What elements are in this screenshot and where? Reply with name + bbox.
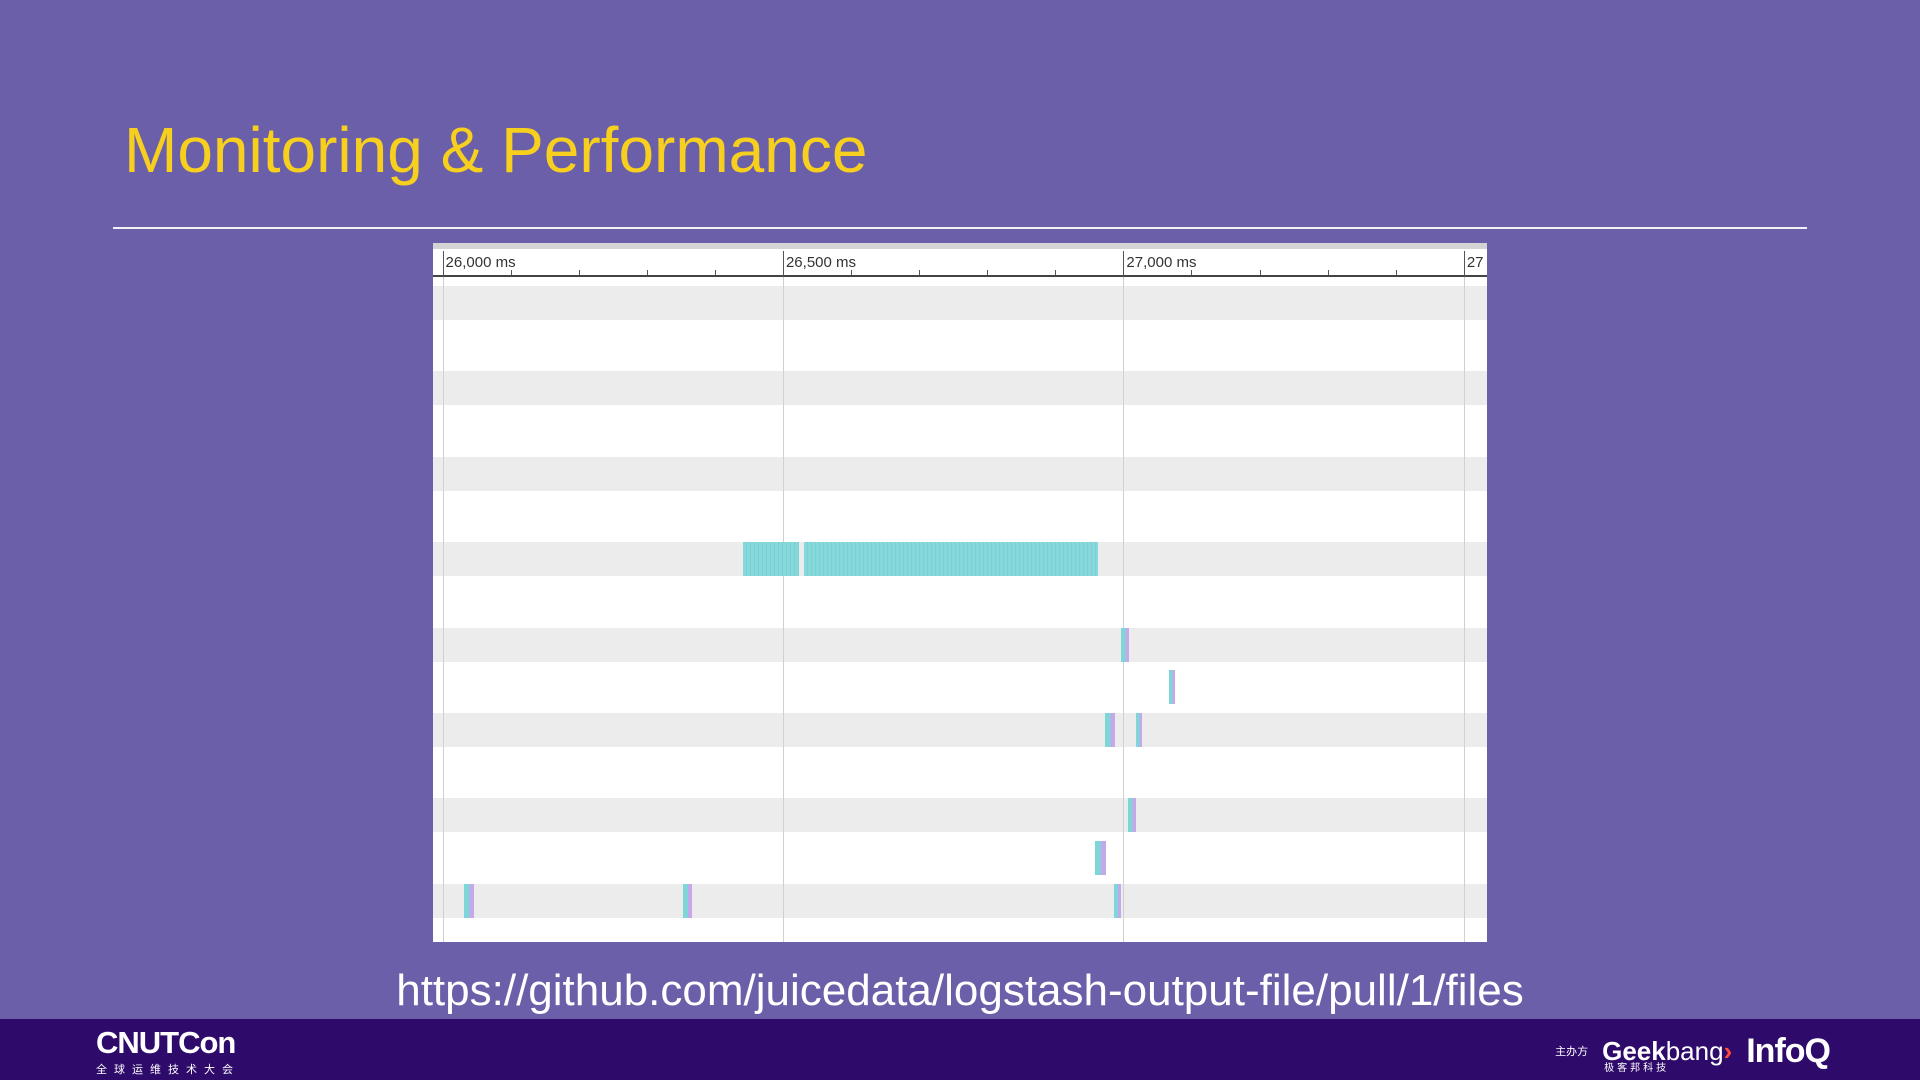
minor-tick — [1259, 270, 1261, 275]
source-url[interactable]: https://github.com/juicedata/logstash-ou… — [396, 966, 1524, 1015]
timeline-row-band — [433, 286, 1487, 320]
timeline-mark[interactable] — [1169, 670, 1176, 705]
minor-tick — [1191, 270, 1193, 275]
minor-tick — [646, 270, 648, 275]
timeline-bar[interactable] — [804, 542, 1098, 577]
geekbang-logo-bang: bang — [1665, 1036, 1724, 1066]
major-tick — [442, 251, 444, 276]
major-tick — [1123, 251, 1125, 276]
major-tick — [782, 251, 784, 276]
timeline-mark[interactable] — [1121, 627, 1129, 662]
geekbang-logo-geek: Geek — [1602, 1036, 1666, 1066]
tick-label: 27 — [1466, 254, 1484, 271]
timeline-mark[interactable] — [1113, 883, 1121, 918]
grid-line — [1463, 277, 1465, 942]
grid-line — [782, 277, 784, 942]
host-label: 主办方 — [1555, 1046, 1589, 1058]
minor-tick — [510, 270, 512, 275]
minor-tick — [851, 270, 853, 275]
timeline-mark[interactable] — [1105, 713, 1116, 747]
minor-tick — [919, 270, 921, 275]
title-divider — [113, 227, 1807, 229]
minor-tick — [1055, 270, 1057, 275]
minor-tick — [1327, 270, 1329, 275]
geekbang-logo: Geekbang› 极客邦科技 — [1602, 1036, 1733, 1074]
timeline-mark[interactable] — [1135, 713, 1142, 747]
minor-tick — [1395, 270, 1397, 275]
timeline-row-band — [433, 883, 1487, 918]
tick-label: 26,000 ms — [445, 254, 516, 271]
timeline-row-band — [433, 713, 1487, 747]
timeline-row-band — [433, 798, 1487, 833]
time-ruler: 26,000 ms 26,500 ms 27,000 ms 27 — [433, 249, 1487, 277]
timeline-row-band — [433, 371, 1487, 406]
timeline-row-band — [433, 627, 1487, 662]
timeline-mark[interactable] — [1094, 841, 1107, 876]
footer-bar: CNUTCon 全球运维技术大会 主办方 Geekbang› 极客邦科技 Info… — [0, 1019, 1920, 1080]
grid-line — [442, 277, 444, 942]
geekbang-arrow-icon: › — [1723, 1036, 1733, 1066]
tick-label: 27,000 ms — [1126, 254, 1197, 271]
timeline-mark[interactable] — [463, 883, 474, 918]
cnutcon-logo: CNUTCon 全球运维技术大会 — [96, 1027, 240, 1077]
grid-line — [1123, 277, 1125, 942]
timeline-mark[interactable] — [1128, 798, 1136, 833]
major-tick — [1463, 251, 1465, 276]
slide-title: Monitoring & Performance — [124, 114, 868, 186]
sponsor-area: 主办方 Geekbang› 极客邦科技 InfoQ — [1555, 1029, 1831, 1074]
infoq-logo: InfoQ — [1746, 1031, 1831, 1070]
minor-tick — [987, 270, 989, 275]
cnutcon-logo-subtitle: 全球运维技术大会 — [96, 1064, 240, 1076]
minor-tick — [714, 270, 716, 275]
timeline-top-bar — [433, 243, 1487, 249]
geekbang-logo-subtitle: 极客邦科技 — [1604, 1063, 1670, 1074]
minor-tick — [578, 270, 580, 275]
timeline-bar[interactable] — [743, 542, 799, 577]
timeline-row-band — [433, 456, 1487, 491]
cnutcon-logo-text: CNUTCon — [96, 1025, 236, 1060]
timeline-chart[interactable]: 26,000 ms 26,500 ms 27,000 ms 27 — [433, 243, 1487, 942]
tick-label: 26,500 ms — [785, 254, 857, 271]
timeline-mark[interactable] — [682, 883, 692, 918]
